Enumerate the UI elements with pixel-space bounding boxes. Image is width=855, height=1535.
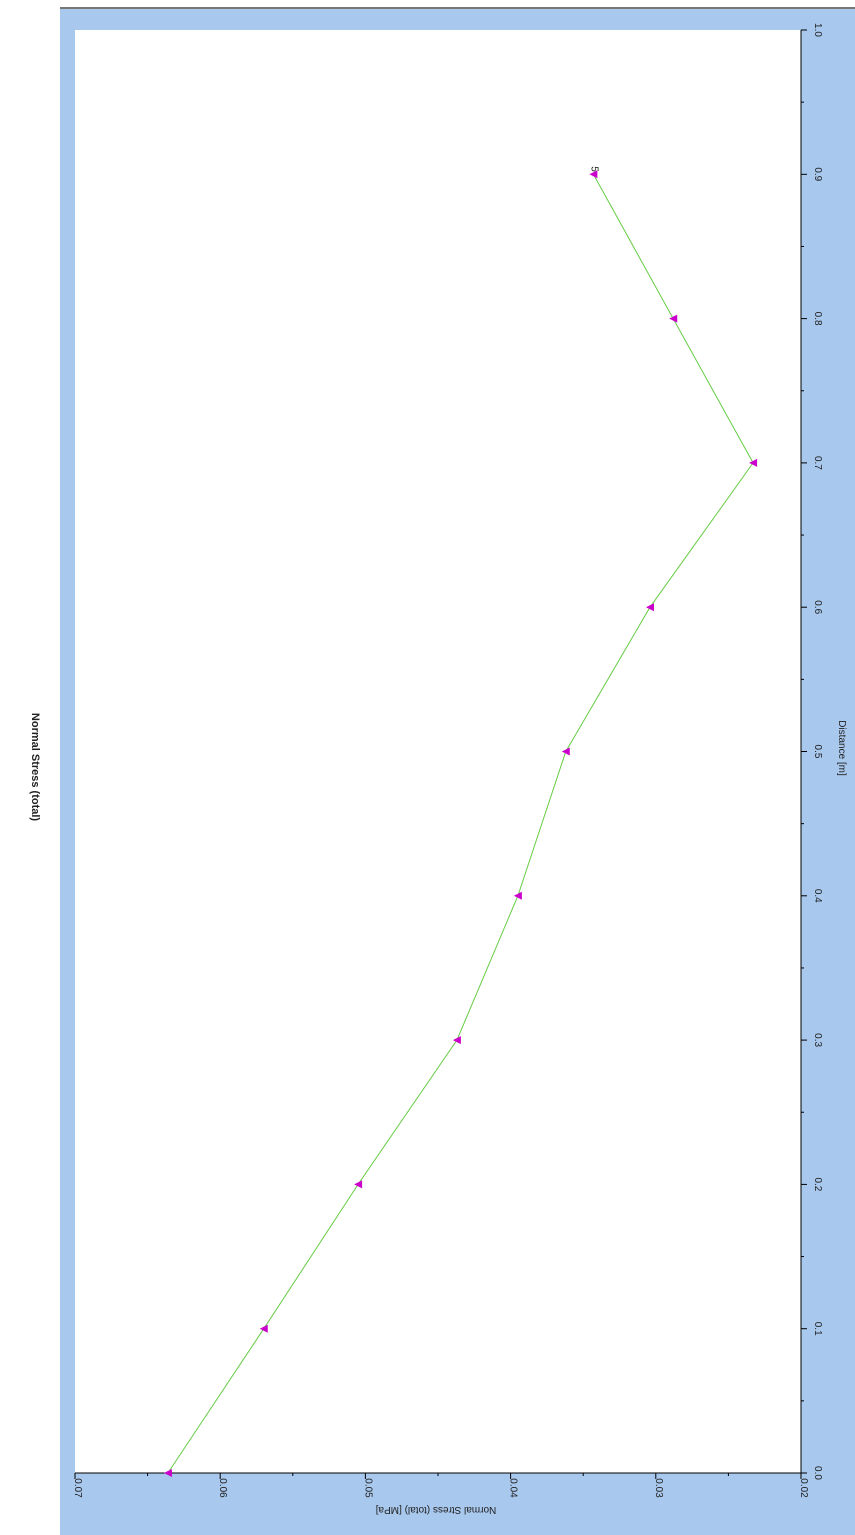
x-tick-label: 0.1 <box>812 1322 823 1336</box>
series-markers <box>163 170 758 1477</box>
data-point-marker <box>354 1180 363 1189</box>
y-axis-title: Normal Stress (total) [MPa] <box>375 1504 496 1515</box>
x-tick-label: 0.9 <box>812 167 823 181</box>
y-tick-label: 0.02 <box>798 1478 809 1498</box>
y-tick-label: 0.05 <box>362 1478 373 1498</box>
chart-annotations: 5 <box>588 166 599 172</box>
x-tick-label: 0.6 <box>812 600 823 614</box>
point-annotation: 5 <box>588 166 599 172</box>
data-point-marker <box>163 1469 172 1477</box>
y-tick-label: 0.06 <box>217 1478 228 1498</box>
data-point-marker <box>513 891 522 900</box>
series-line <box>167 174 754 1474</box>
x-tick-label: 0.4 <box>812 889 823 903</box>
x-tick-label: 0.5 <box>812 745 823 759</box>
x-axis-ticks: 0.0 0.1 0.2 0.3 0.4 0.5 0.6 0.7 0.8 0.9 1.0 <box>801 23 823 1480</box>
data-point-marker <box>645 603 654 612</box>
x-tick-label: 0.8 <box>812 312 823 326</box>
y-axis-ticks: 0.02 0.03 0.04 0.05 0.06 0.07 <box>72 1473 809 1498</box>
x-tick-label: 0.3 <box>812 1033 823 1047</box>
x-tick-label: 1.0 <box>812 23 823 37</box>
y-tick-label: 0.03 <box>653 1478 664 1498</box>
x-tick-label: 0.0 <box>812 1466 823 1480</box>
data-point-marker <box>749 458 758 467</box>
x-tick-label: 0.7 <box>812 456 823 470</box>
data-point-marker <box>589 170 598 179</box>
x-tick-label: 0.2 <box>812 1177 823 1191</box>
y-tick-label: 0.07 <box>72 1478 83 1498</box>
plot-area <box>75 30 801 1473</box>
y-tick-label: 0.04 <box>508 1478 519 1498</box>
data-point-marker <box>561 747 570 756</box>
data-point-marker <box>669 314 678 323</box>
data-point-marker <box>452 1036 461 1045</box>
x-axis-title: Distance [m] <box>836 720 847 776</box>
data-point-marker <box>259 1324 268 1333</box>
chart-title: Normal Stress (total) <box>29 713 41 822</box>
